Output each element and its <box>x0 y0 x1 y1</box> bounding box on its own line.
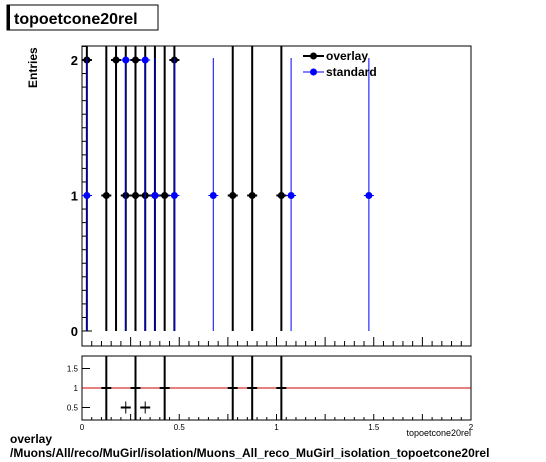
y-tick-label: 1 <box>71 189 78 204</box>
legend-overlay-label: overlay <box>326 49 368 63</box>
ratio-data-marks <box>82 356 471 420</box>
title-box <box>6 4 159 31</box>
footer-line-1: overlay <box>10 432 53 446</box>
overlay-point <box>277 192 285 199</box>
y-tick-label: 2 <box>71 53 78 68</box>
ratio-y-tick-label: 1.5 <box>67 365 79 374</box>
x-tick-label: 0 <box>80 423 85 432</box>
standard-point <box>141 56 149 64</box>
footer-line-2: /Muons/All/reco/MuGirl/isolation/Muons_A… <box>10 446 490 460</box>
standard-point <box>83 192 91 199</box>
x-tick-label: 1 <box>274 423 279 432</box>
standard-point <box>122 56 130 64</box>
x-axis-label: topoetcone20rel <box>406 428 471 438</box>
main-data-marks <box>81 46 374 331</box>
legend: overlay standard <box>303 49 377 79</box>
ratio-axis-ticks: 0.5 1 1.5 0 0.5 1 1.5 2 <box>67 365 474 433</box>
overlay-point <box>112 56 120 64</box>
x-tick-label: 0.5 <box>174 423 186 432</box>
y-axis-label: Entries <box>26 47 40 88</box>
standard-point <box>151 192 159 199</box>
overlay-point <box>229 192 237 199</box>
y-tick-label: 0 <box>71 324 78 339</box>
overlay-point <box>131 192 139 199</box>
ratio-y-tick-label: 0.5 <box>67 404 79 413</box>
chart-title: topoetcone20rel <box>14 11 138 28</box>
standard-point <box>170 192 178 199</box>
main-axis-ticks: 0 1 2 <box>71 45 472 346</box>
x-tick-label: 2 <box>469 423 474 432</box>
overlay-point <box>102 192 110 199</box>
x-tick-label: 1.5 <box>368 423 380 432</box>
legend-standard-marker <box>310 68 317 76</box>
overlay-point <box>161 192 169 199</box>
ratio-y-tick-label: 1 <box>74 384 79 393</box>
title-box-shadow <box>7 5 10 30</box>
standard-point <box>209 192 217 199</box>
footer-caption: overlay /Muons/All/reco/MuGirl/isolation… <box>10 432 489 460</box>
overlay-point <box>248 192 256 199</box>
legend-standard-label: standard <box>326 65 377 79</box>
standard-point <box>365 192 373 199</box>
standard-point <box>287 192 295 199</box>
legend-overlay-marker <box>310 52 317 60</box>
